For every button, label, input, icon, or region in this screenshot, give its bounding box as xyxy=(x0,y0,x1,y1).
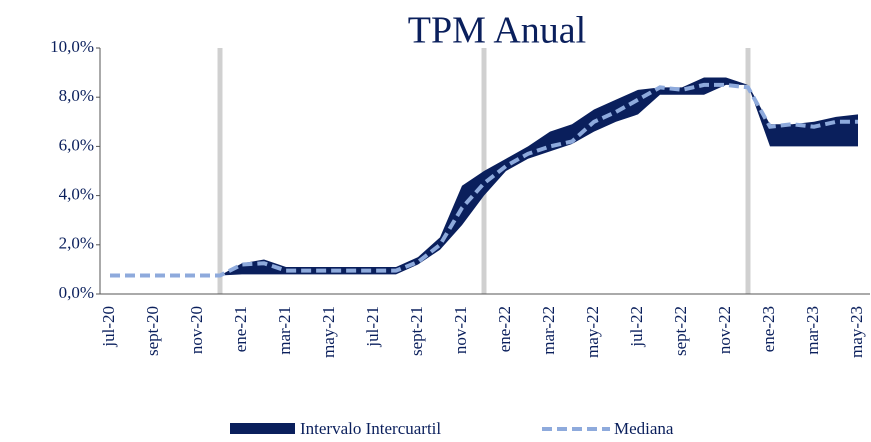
y-tick-label: 2,0% xyxy=(59,234,94,253)
x-tick-label: may-22 xyxy=(583,306,602,358)
legend-label: Intervalo Intercuartil xyxy=(300,419,441,438)
x-tick-label: jul-22 xyxy=(627,306,646,348)
legend-swatch xyxy=(230,423,295,434)
y-tick-label: 6,0% xyxy=(59,135,94,154)
interquartile-band xyxy=(220,77,858,276)
x-tick-label: jul-20 xyxy=(99,306,118,348)
x-tick-label: sept-20 xyxy=(143,306,162,356)
y-tick-label: 8,0% xyxy=(59,86,94,105)
y-tick-label: 10,0% xyxy=(50,37,94,56)
y-tick-label: 0,0% xyxy=(59,283,94,302)
y-tick-label: 4,0% xyxy=(59,185,94,204)
x-tick-label: mar-23 xyxy=(803,306,822,355)
x-tick-label: nov-20 xyxy=(187,306,206,354)
x-tick-label: may-23 xyxy=(847,306,866,358)
legend: Intervalo Intercuartil Mediana xyxy=(230,419,674,438)
median-line xyxy=(110,82,858,278)
x-tick-label: jul-21 xyxy=(363,306,382,348)
x-tick-label: sept-22 xyxy=(671,306,690,356)
x-tick-label: nov-21 xyxy=(451,306,470,354)
x-tick-label: may-21 xyxy=(319,306,338,358)
x-tick-label: ene-21 xyxy=(231,306,250,352)
x-tick-label: mar-21 xyxy=(275,306,294,355)
x-tick-label: ene-22 xyxy=(495,306,514,352)
x-tick-label: ene-23 xyxy=(759,306,778,352)
x-tick-label: sept-21 xyxy=(407,306,426,356)
legend-label: Mediana xyxy=(614,419,674,438)
x-tick-label: mar-22 xyxy=(539,306,558,355)
x-tick-label: nov-22 xyxy=(715,306,734,354)
chart-title: TPM Anual xyxy=(408,10,586,52)
